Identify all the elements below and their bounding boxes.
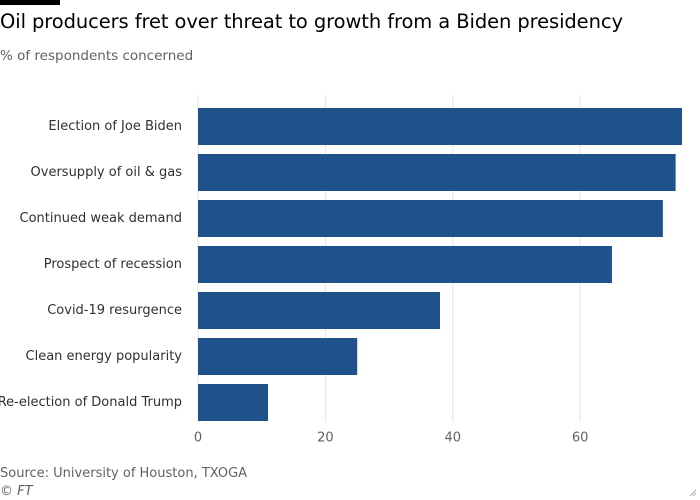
bar: [198, 246, 612, 283]
category-label: Re-election of Donald Trump: [0, 395, 182, 410]
category-label: Election of Joe Biden: [48, 119, 182, 134]
bar: [198, 384, 269, 421]
x-tick-label: 60: [572, 431, 589, 446]
bar: [198, 154, 676, 191]
bar: [198, 292, 440, 329]
bar: [198, 200, 663, 237]
chart-subtitle: % of respondents concerned: [0, 48, 194, 64]
resize-handle-icon: [689, 489, 696, 496]
bars: [198, 108, 682, 421]
category-label: Clean energy popularity: [26, 349, 183, 364]
bar: [198, 108, 682, 145]
brand-accent-bar: [0, 0, 60, 5]
category-label: Oversupply of oil & gas: [31, 165, 183, 180]
bar-chart: Election of Joe Biden Oversupply of oil &…: [0, 95, 682, 446]
category-labels: Election of Joe Biden Oversupply of oil &…: [0, 119, 182, 410]
x-tick-label: 20: [317, 431, 334, 446]
bar: [198, 338, 358, 375]
ft-credit: © FT: [0, 484, 33, 499]
x-tick-label: 0: [194, 431, 202, 446]
x-tick-label: 40: [444, 431, 461, 446]
x-axis-ticks: 0 20 40 60: [194, 431, 589, 446]
category-label: Continued weak demand: [20, 211, 182, 226]
category-label: Covid-19 resurgence: [47, 303, 182, 318]
category-label: Prospect of recession: [44, 257, 182, 272]
source-note: Source: University of Houston, TXOGA: [0, 466, 248, 481]
chart-title: Oil producers fret over threat to growth…: [0, 10, 623, 33]
